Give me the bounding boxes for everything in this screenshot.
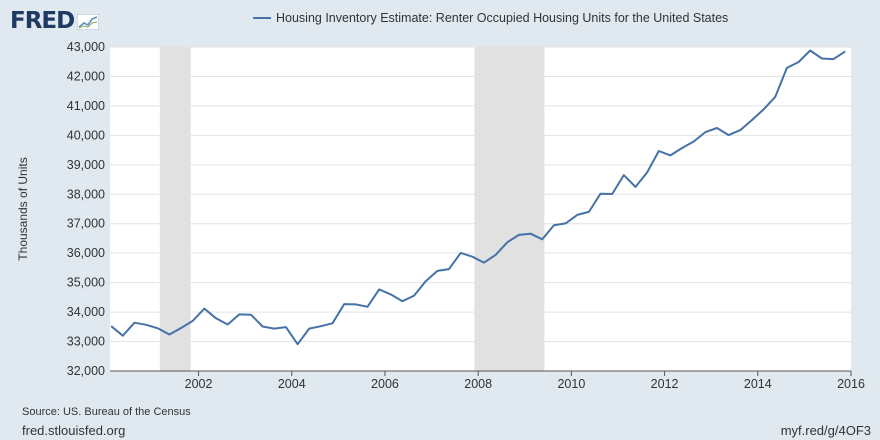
source-note: Source: US. Bureau of the Census — [22, 406, 191, 418]
y-tick-label: 43,000 — [67, 40, 105, 54]
x-tick-label: 2006 — [371, 377, 399, 391]
x-tick-label: 2010 — [557, 377, 585, 391]
y-tick-label: 32,000 — [67, 364, 105, 378]
legend-line-swatch — [253, 17, 271, 19]
recession-band — [159, 47, 191, 371]
y-tick-label: 34,000 — [67, 305, 105, 319]
fred-logo[interactable]: FRED — [10, 7, 100, 35]
y-tick-label: 36,000 — [67, 246, 105, 260]
x-tick-label: 2004 — [278, 377, 306, 391]
recession-band — [474, 47, 545, 371]
x-tick-label: 2002 — [185, 377, 213, 391]
y-tick-label: 40,000 — [67, 128, 105, 142]
y-tick-label: 37,000 — [67, 217, 105, 231]
y-axis-label: Thousands of Units — [16, 157, 30, 260]
x-tick-label: 2008 — [464, 377, 492, 391]
chart-line-icon — [77, 14, 100, 30]
x-tick-label: 2012 — [651, 377, 679, 391]
x-tick-label: 2014 — [744, 377, 772, 391]
short-link[interactable]: myf.red/g/4OF3 — [780, 423, 871, 438]
series-line — [110, 49, 846, 346]
y-tick-label: 35,000 — [67, 276, 105, 290]
x-tick-label: 2016 — [837, 377, 865, 391]
site-link[interactable]: fred.stlouisfed.org — [22, 423, 126, 438]
y-tick-label: 41,000 — [67, 99, 105, 113]
y-tick-label: 39,000 — [67, 158, 105, 172]
y-tick-label: 38,000 — [67, 187, 105, 201]
logo-text: FRED — [10, 8, 75, 34]
y-tick-label: 42,000 — [67, 69, 105, 83]
chart-legend: Housing Inventory Estimate: Renter Occup… — [253, 11, 728, 25]
chart-title: Housing Inventory Estimate: Renter Occup… — [276, 11, 729, 25]
y-tick-label: 33,000 — [67, 335, 105, 349]
